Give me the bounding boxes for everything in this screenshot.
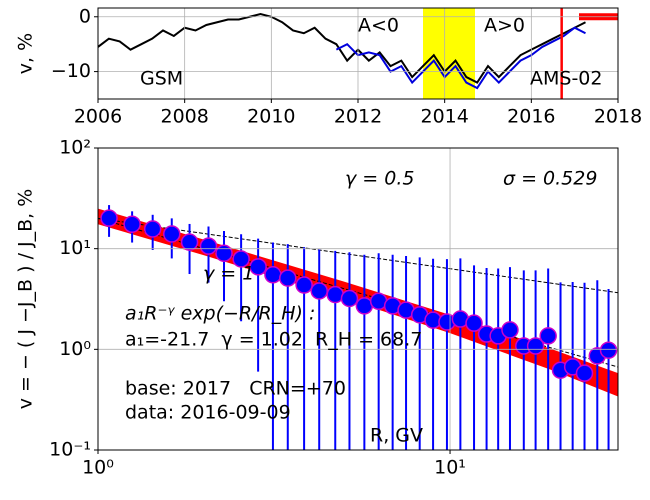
series-label: AMS-02 xyxy=(530,68,602,90)
x-tick-label: 2012 xyxy=(334,106,382,128)
data-point xyxy=(355,297,374,315)
series-line xyxy=(335,26,586,90)
data-point xyxy=(465,314,483,332)
data-point xyxy=(326,285,345,304)
x-tick-label: 2008 xyxy=(160,106,208,128)
axes-frame xyxy=(97,147,619,451)
x-tick-label: 10⁰ xyxy=(82,457,114,479)
data-point xyxy=(295,276,313,294)
data-point xyxy=(264,266,282,284)
y-tick-label: 10⁰ xyxy=(59,338,91,360)
annotation: data: 2016-09-09 xyxy=(125,402,291,424)
data-point xyxy=(100,209,118,227)
data-point xyxy=(123,215,141,233)
data-point xyxy=(340,289,359,308)
annotation: γ = 0.5 xyxy=(345,168,414,190)
x-tick-label: 2014 xyxy=(420,106,468,128)
plot-area xyxy=(98,205,618,450)
annotation: σ = 0.529 xyxy=(503,168,597,190)
reference-line xyxy=(98,217,618,294)
y-tick-label: 10¹ xyxy=(59,237,91,259)
x-tick-label: 10¹ xyxy=(434,457,466,479)
data-point xyxy=(526,337,545,355)
data-point xyxy=(180,233,199,251)
series-label: GSM xyxy=(140,68,183,90)
annotation: a₁=-21.7 γ = 1.02 R_H = 68.7 xyxy=(125,329,422,351)
data-point xyxy=(215,244,233,263)
y-axis-label: v, % xyxy=(15,33,37,74)
data-point xyxy=(310,282,328,300)
y-tick-label: 10² xyxy=(59,137,91,159)
axes-frame xyxy=(97,7,619,100)
annotation: A<0 xyxy=(358,15,399,37)
annotation: base: 2017 CRN=+70 xyxy=(125,378,346,400)
data-point xyxy=(539,327,557,345)
data-point xyxy=(249,258,267,276)
plot-area xyxy=(98,8,618,99)
x-tick-label: 2006 xyxy=(74,106,122,128)
data-point xyxy=(501,321,519,339)
data-point xyxy=(279,269,297,287)
y-tick-label: 0 xyxy=(79,5,91,27)
annotation: γ = 1 xyxy=(203,263,254,285)
data-point xyxy=(163,225,181,243)
data-point xyxy=(599,341,618,359)
data-point xyxy=(199,237,218,255)
y-tick-label: 10⁻¹ xyxy=(49,439,91,461)
x-tick-label: 2010 xyxy=(247,106,295,128)
x-tick-label: 2018 xyxy=(594,106,642,128)
data-point xyxy=(575,364,594,382)
shaded-region xyxy=(423,8,475,99)
x-tick-label: 2016 xyxy=(507,106,555,128)
x-axis-label: R, GV xyxy=(370,425,423,447)
annotation: A>0 xyxy=(484,15,525,37)
data-point xyxy=(232,250,250,268)
annotation: a₁R⁻ᵞ exp(−R/R_H) : xyxy=(125,303,315,325)
y-tick-label: −10 xyxy=(51,60,91,82)
data-point xyxy=(143,220,162,238)
y-axis-label: v = − ( J −J_B ) / J_B, % xyxy=(15,189,37,410)
